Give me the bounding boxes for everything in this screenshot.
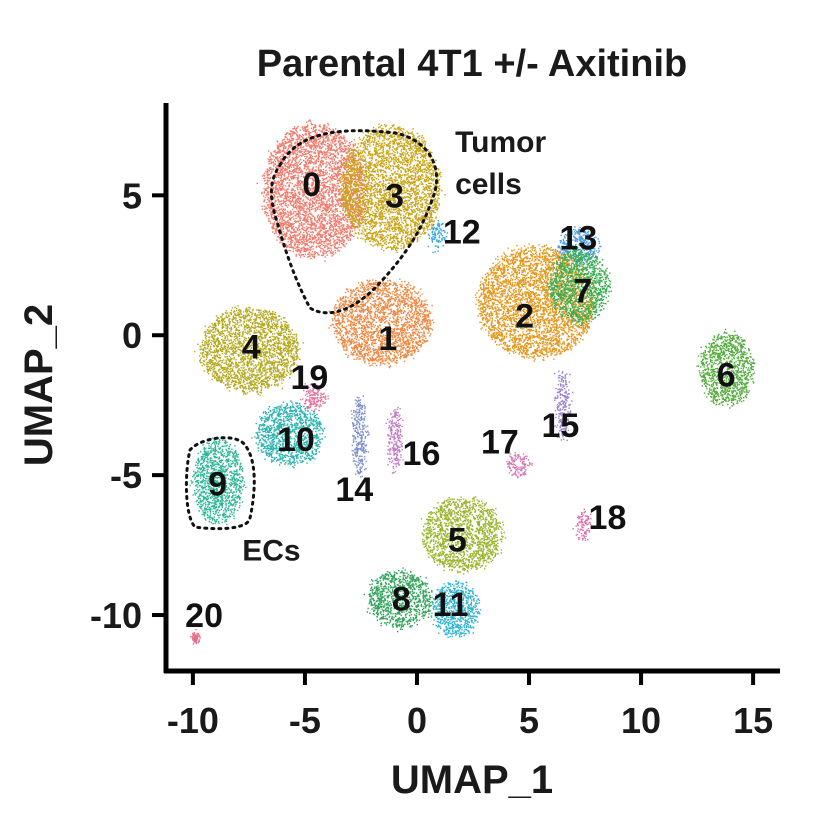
x-axis-label: UMAP_1 (391, 758, 553, 802)
cluster-label-20: 20 (185, 597, 223, 635)
cluster-1-points (328, 277, 435, 369)
cluster-label-14: 14 (335, 471, 373, 509)
tick-marks: -10 -5 0 5 10 15-10-505 (90, 175, 773, 741)
annotation-ecs: ECs (242, 535, 300, 568)
cluster-9-points (189, 437, 247, 526)
cluster-label-5: 5 (448, 521, 467, 559)
ecs-outline (184, 436, 256, 531)
cluster-label-11: 11 (433, 586, 469, 624)
cluster-18-points (572, 508, 592, 541)
cluster-3-points (338, 123, 446, 254)
axes (163, 103, 780, 674)
cluster-4-points (194, 305, 305, 397)
cluster-14-points (350, 395, 370, 478)
chart-title: Parental 4T1 +/- Axitinib (257, 43, 687, 85)
cluster-12-points (427, 220, 449, 254)
cluster-label-17: 17 (481, 424, 519, 462)
cluster-15-points (553, 370, 574, 441)
cluster-16-points (385, 406, 404, 474)
annotations: Tumor cells ECs (242, 126, 546, 568)
cluster-20-points (189, 629, 201, 645)
cluster-label-12: 12 (443, 214, 481, 252)
cluster-label-8: 8 (392, 580, 411, 618)
y-tick-label: -10 (90, 595, 142, 636)
x-tick-label: 10 (621, 700, 661, 741)
cluster-label-0: 0 (302, 166, 321, 204)
cluster-label-19: 19 (291, 359, 329, 397)
cluster-label-7: 7 (573, 272, 592, 310)
data-points (189, 119, 756, 645)
cluster-10-points (251, 400, 326, 469)
cluster-7-points (546, 247, 612, 327)
cluster-label-4: 4 (242, 328, 261, 366)
cluster-label-16: 16 (403, 435, 441, 473)
annotation-tumor-cells: Tumor (455, 126, 546, 159)
cluster-0-points (256, 119, 370, 262)
cluster-label-10: 10 (277, 421, 315, 459)
cluster-label-3: 3 (385, 177, 404, 215)
cluster-label-9: 9 (208, 466, 227, 504)
annotation-tumor-cells: cells (455, 168, 522, 201)
x-tick-label: -10 (167, 700, 219, 741)
cluster-17-points (506, 451, 533, 479)
x-tick-label: -5 (289, 700, 321, 741)
cluster-outlines (184, 129, 439, 531)
cluster-label-6: 6 (717, 356, 736, 394)
cluster-11-points (430, 580, 482, 638)
cluster-label-18: 18 (589, 499, 627, 537)
y-tick-label: 0 (122, 315, 142, 356)
cluster-label-1: 1 (378, 320, 397, 358)
x-tick-label: 5 (519, 700, 539, 741)
cluster-label-13: 13 (559, 219, 597, 257)
cluster-6-points (696, 328, 756, 409)
cluster-5-points (420, 496, 507, 575)
y-axis-label: UMAP_2 (17, 304, 61, 466)
y-tick-label: -5 (110, 455, 142, 496)
cluster-label-2: 2 (515, 298, 534, 336)
cluster-label-15: 15 (541, 407, 579, 445)
x-tick-label: 15 (733, 700, 773, 741)
tumor-cells-outline (269, 129, 439, 315)
x-tick-label: 0 (407, 700, 427, 741)
cluster-8-points (363, 567, 436, 633)
cluster-19-points (299, 383, 329, 412)
y-tick-label: 5 (122, 175, 142, 216)
